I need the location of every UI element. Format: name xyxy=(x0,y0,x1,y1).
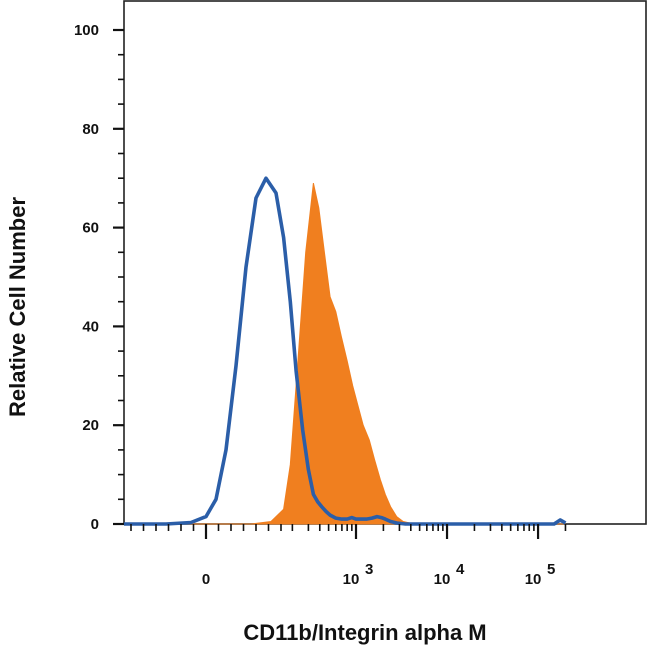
y-tick-label: 80 xyxy=(82,121,99,138)
x-tick-label: 10 xyxy=(525,571,542,588)
series-layer xyxy=(124,176,567,526)
x-tick-label: 0 xyxy=(202,571,210,588)
x-tick-exponent: 3 xyxy=(365,561,373,578)
x-tick-label: 10 xyxy=(343,571,360,588)
y-tick-label: 20 xyxy=(82,417,99,434)
filled-histogram-series xyxy=(124,182,566,525)
x-tick-exponent: 5 xyxy=(547,561,555,578)
x-tick-exponent: 4 xyxy=(456,561,465,578)
y-axis-title: Relative Cell Number xyxy=(5,197,30,418)
plot-frame xyxy=(123,0,647,525)
x-tick-label: 10 xyxy=(434,571,451,588)
y-tick-label: 40 xyxy=(82,318,99,335)
y-tick-label: 100 xyxy=(74,22,99,39)
plot-area xyxy=(123,0,647,526)
y-tick-label: 60 xyxy=(82,220,99,237)
x-axis: 0 10 3 10 4 10 5 xyxy=(130,524,567,588)
y-tick-label: 0 xyxy=(91,516,99,533)
y-axis: 0 20 40 60 80 100 xyxy=(74,22,124,533)
outline-histogram-series xyxy=(124,176,567,526)
x-axis-title: CD11b/Integrin alpha M xyxy=(243,620,486,645)
